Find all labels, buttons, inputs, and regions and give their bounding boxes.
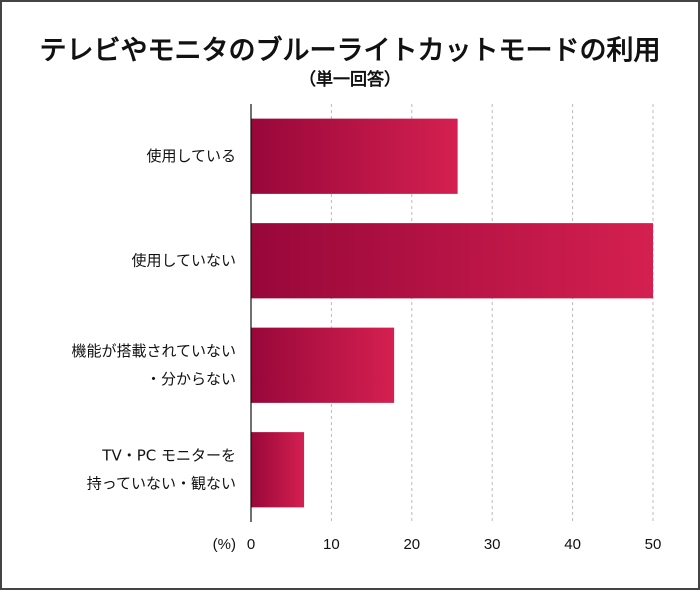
y-tick-label: 使用していない <box>131 251 236 269</box>
bar <box>251 432 305 508</box>
chart-title: テレビやモニタのブルーライトカットモードの利用 <box>40 35 661 67</box>
bar <box>251 223 653 299</box>
x-tick-label: 40 <box>564 536 581 553</box>
y-tick-label: 使用している <box>146 147 236 165</box>
x-tick-label: 0 <box>247 536 255 553</box>
x-axis-label: (%) <box>213 536 236 553</box>
x-tick-label: 10 <box>323 536 340 553</box>
x-tick-label: 50 <box>645 536 662 553</box>
y-tick-label: TV・PC モニターを <box>101 446 236 464</box>
y-tick-label: 持っていない・観ない <box>87 474 236 492</box>
chart-subtitle: （単一回答） <box>299 69 401 90</box>
bar <box>251 327 395 403</box>
x-tick-label: 30 <box>484 536 501 553</box>
y-tick-label: ・分からない <box>146 370 236 388</box>
bar <box>251 118 458 194</box>
x-tick-label: 20 <box>403 536 420 553</box>
y-tick-label: 機能が搭載されていない <box>71 342 236 360</box>
